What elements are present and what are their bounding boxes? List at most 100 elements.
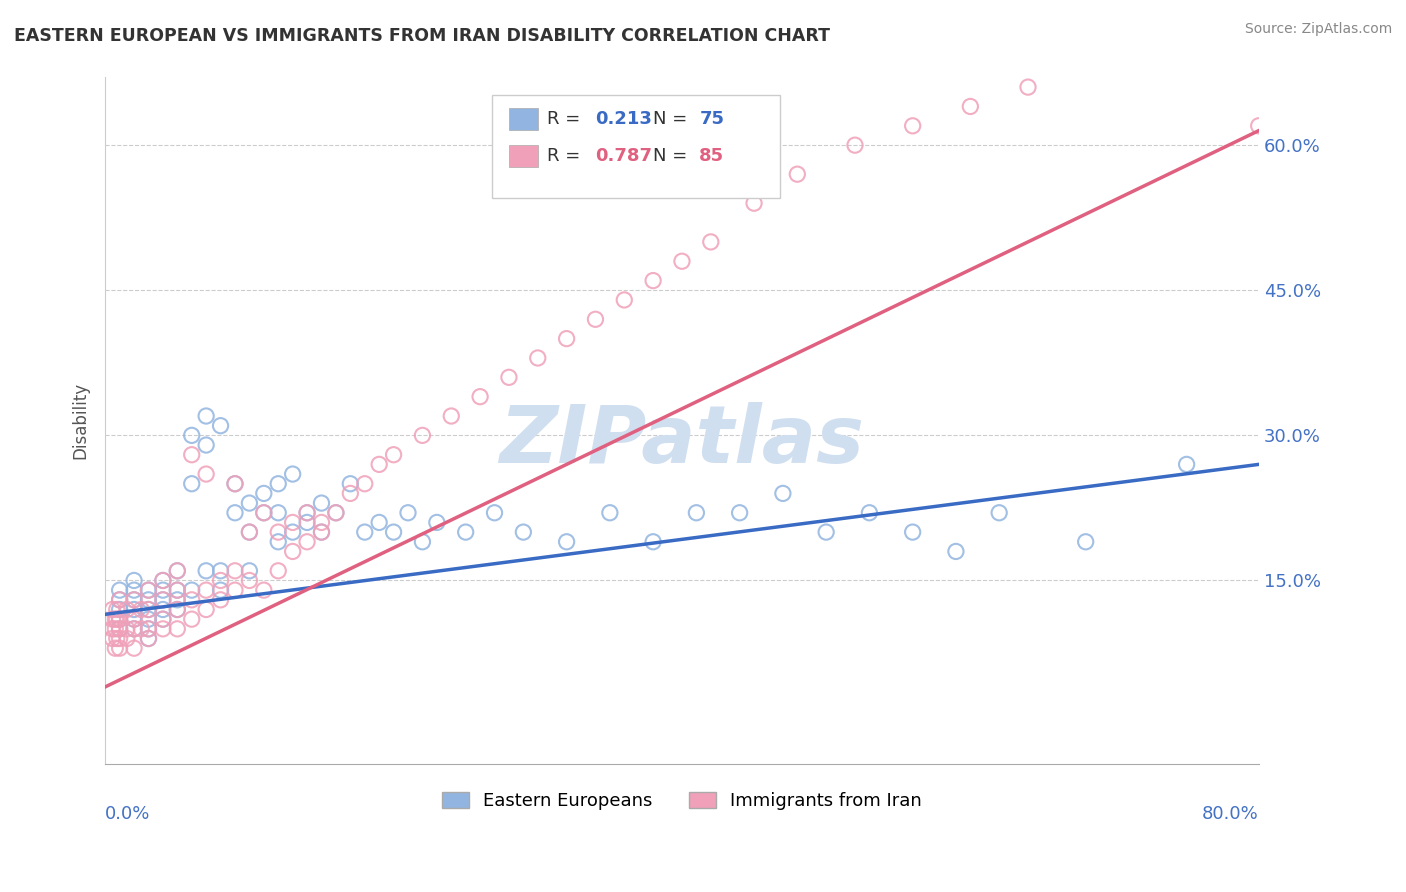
Point [122,612,145,626]
Text: 0.213: 0.213 [596,111,652,128]
Point [267,506,290,520]
Point [138,602,160,616]
Point [267,525,290,540]
Point [901,119,924,133]
Text: N =: N = [654,111,693,128]
Point [411,428,433,442]
Point [339,476,361,491]
Point [138,612,160,626]
Point [253,583,276,598]
Point [195,583,218,598]
Point [613,293,636,307]
Text: N =: N = [654,147,693,165]
Point [238,564,260,578]
Point [138,632,160,646]
Point [224,476,246,491]
Point [129,602,152,616]
Point [311,516,333,530]
Point [104,612,127,626]
Point [281,525,304,540]
Point [209,564,232,578]
Point [224,583,246,598]
Point [108,592,131,607]
Point [180,583,202,598]
Point [295,516,318,530]
Point [311,525,333,540]
Point [311,496,333,510]
Point [152,574,174,588]
Point [643,534,665,549]
Text: R =: R = [547,147,586,165]
Point [115,602,138,616]
Point [138,632,160,646]
Point [108,612,131,626]
Point [901,525,924,540]
Point [195,467,218,481]
Point [353,476,375,491]
Point [224,476,246,491]
Point [166,583,188,598]
Point [253,486,276,500]
Text: ZIPatlas: ZIPatlas [499,402,865,481]
Point [325,506,347,520]
Point [166,564,188,578]
Point [742,196,765,211]
Point [368,458,391,472]
Point [115,632,138,646]
Point [122,641,145,656]
Point [152,592,174,607]
Point [166,564,188,578]
Point [105,612,128,626]
Point [382,448,405,462]
Point [959,99,981,113]
Point [411,534,433,549]
Point [104,622,127,636]
Point [138,583,160,598]
Text: R =: R = [547,111,586,128]
Point [224,564,246,578]
Point [152,612,174,626]
Point [440,409,463,423]
Point [166,622,188,636]
Point [253,506,276,520]
Point [105,602,128,616]
Point [166,583,188,598]
Point [512,525,534,540]
Point [108,583,131,598]
Point [108,592,131,607]
Point [454,525,477,540]
Point [368,516,391,530]
FancyBboxPatch shape [509,108,537,130]
Point [267,564,290,578]
Point [101,632,124,646]
Point [498,370,520,384]
Point [152,574,174,588]
Point [382,525,405,540]
Point [1175,458,1198,472]
Point [122,583,145,598]
Point [786,167,808,181]
Point [267,476,290,491]
Point [325,506,347,520]
Point [643,274,665,288]
Y-axis label: Disability: Disability [72,383,89,459]
Point [180,448,202,462]
Point [311,525,333,540]
Point [209,418,232,433]
Point [815,525,838,540]
Point [180,592,202,607]
Point [224,506,246,520]
Point [122,592,145,607]
Point [281,544,304,558]
FancyBboxPatch shape [509,145,537,167]
Text: 75: 75 [699,111,724,128]
Point [353,525,375,540]
Point [238,525,260,540]
Point [295,534,318,549]
Point [700,235,723,249]
Point [1074,61,1097,75]
Text: 0.787: 0.787 [596,147,652,165]
Point [108,622,131,636]
Point [209,583,232,598]
Point [122,602,145,616]
